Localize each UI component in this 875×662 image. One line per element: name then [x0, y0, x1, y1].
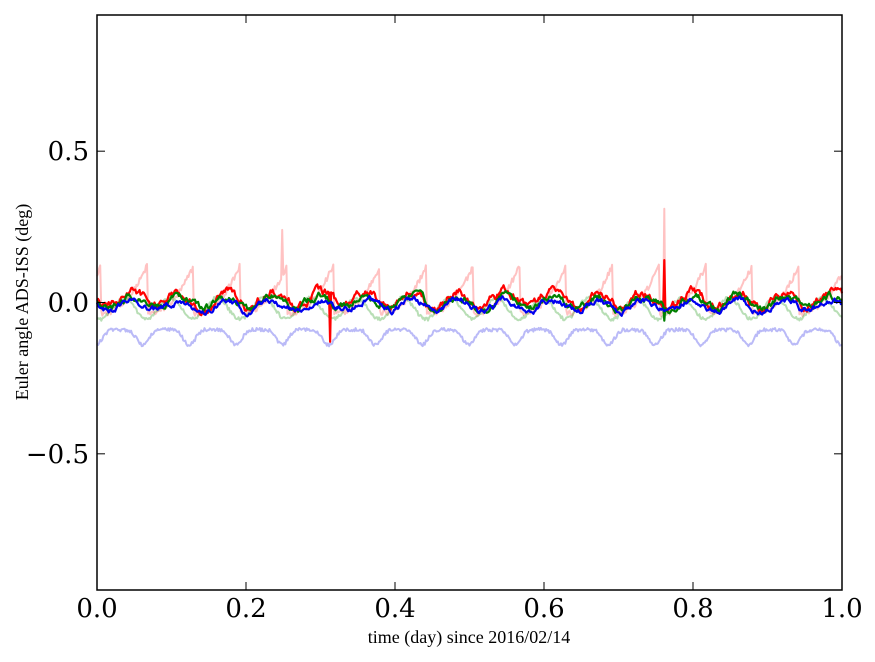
series-line-blue — [95, 294, 843, 318]
y-tick-label: 0.5 — [48, 137, 89, 167]
y-tick-label: −0.5 — [26, 440, 89, 470]
series-lines — [95, 207, 844, 348]
x-axis-label: time (day) since 2016/02/14 — [368, 627, 570, 648]
x-tick-label: 0.6 — [523, 594, 564, 624]
x-tick-label: 1.0 — [821, 594, 862, 624]
x-tick-label: 0.0 — [76, 594, 117, 624]
x-tick-label: 0.2 — [225, 594, 266, 624]
series-line-green — [96, 289, 843, 322]
y-axis-label: Euler angle ADS-ISS (deg) — [12, 204, 33, 400]
x-tick-label: 0.4 — [374, 594, 415, 624]
y-tick-label: 0.0 — [48, 289, 89, 319]
x-tick-label: 0.8 — [672, 594, 713, 624]
series-line-light-blue — [96, 326, 843, 348]
axis-ticks: 0.0 0.2 0.4 0.6 0.8 1.0 −0.5 0.0 0.5 — [26, 15, 863, 624]
